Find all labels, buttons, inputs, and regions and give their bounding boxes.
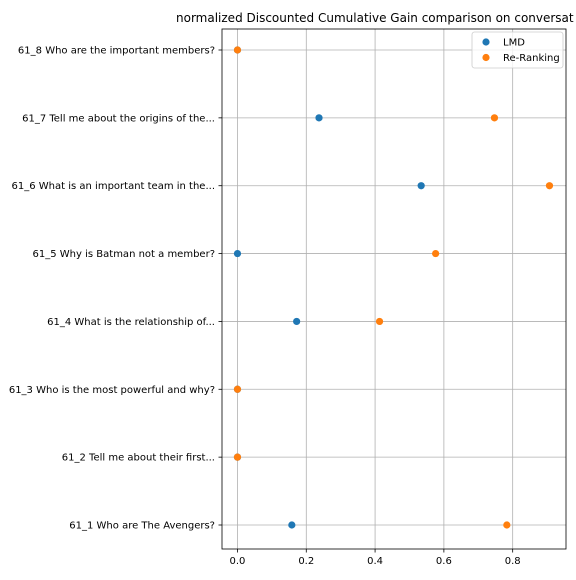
- x-tick-label: 0.4: [367, 556, 383, 567]
- data-point-re-ranking: [233, 453, 242, 461]
- data-point-lmd: [293, 317, 301, 326]
- data-point-re-ranking: [503, 521, 511, 529]
- data-point-lmd: [315, 114, 323, 122]
- chart-title: normalized Discounted Cumulative Gain co…: [176, 11, 574, 25]
- data-point-lmd: [417, 182, 425, 190]
- legend-marker: [482, 53, 490, 62]
- data-points: [233, 46, 554, 529]
- axes: 0.0 0.2 0.4 0.6 0.8 61_1 Who are The Avengers…: [9, 28, 567, 567]
- y-tick-label: 61_8 Who are the important members?: [18, 46, 215, 57]
- data-point-re-ranking: [545, 182, 554, 190]
- data-point-lmd: [288, 521, 296, 529]
- x-tick-label: 0.6: [436, 556, 452, 567]
- plot-frame: [221, 28, 567, 550]
- x-tick-label: 0.8: [505, 556, 521, 567]
- y-tick-label: 61_5 Why is Batman not a member?: [33, 249, 215, 260]
- y-tick-label: 61_3 Who is the most powerful and why?: [9, 385, 215, 396]
- x-tick-label: 0.0: [230, 556, 246, 567]
- data-point-re-ranking: [233, 385, 242, 393]
- data-point-re-ranking: [233, 46, 242, 54]
- data-point-re-ranking: [490, 114, 499, 122]
- legend-marker: [482, 38, 490, 46]
- y-tick-label: 61_1 Who are The Avengers?: [69, 521, 215, 532]
- data-point-re-ranking: [432, 249, 440, 258]
- legend: LMD Re-Ranking: [471, 31, 564, 69]
- legend-box: [471, 31, 564, 69]
- y-tick-label: 61_4 What is the relationship of...: [47, 317, 215, 328]
- y-tick-label: 61_2 Tell me about their first...: [62, 453, 215, 464]
- y-tick-label: 61_7 Tell me about the origins of the...: [22, 113, 215, 124]
- data-point-re-ranking: [375, 317, 384, 326]
- y-tick-label: 61_6 What is an important team in the...: [12, 181, 215, 192]
- data-point-lmd: [233, 249, 242, 258]
- legend-label: Re-Ranking: [503, 53, 560, 64]
- legend-label: LMD: [503, 38, 525, 49]
- x-tick-label: 0.2: [298, 556, 314, 567]
